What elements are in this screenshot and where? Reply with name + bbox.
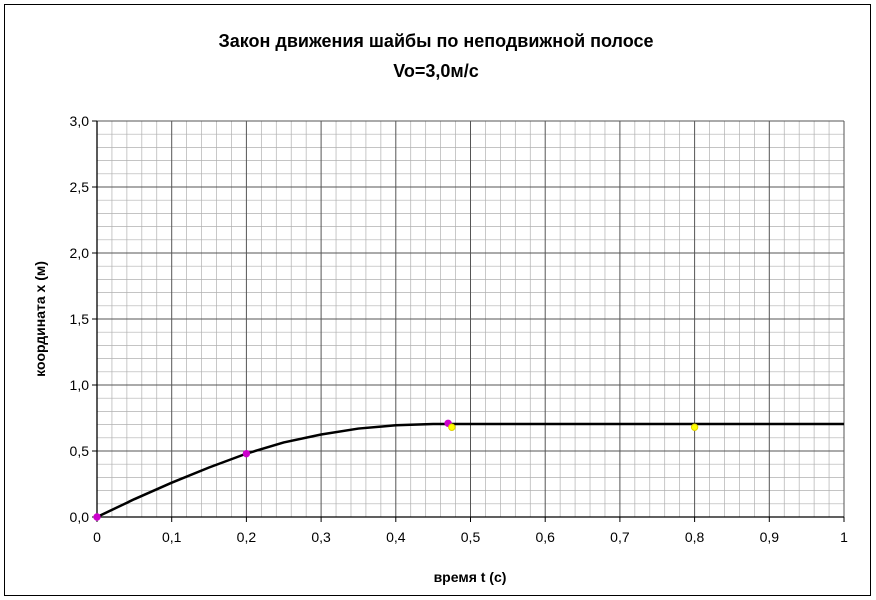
data-point-1 [242, 449, 251, 458]
chart-subtitle: Vo=3,0м/с [393, 61, 479, 81]
data-point-0 [93, 513, 101, 521]
x-tick-label: 0,8 [685, 529, 705, 545]
x-tick-label: 0,6 [535, 529, 555, 545]
y-tick-label: 2,5 [70, 179, 90, 195]
x-tick-label: 0,5 [461, 529, 481, 545]
x-tick-label: 0,2 [237, 529, 257, 545]
x-axis-label: время t (с) [434, 569, 507, 585]
chart-title: Закон движения шайбы по неподвижной поло… [218, 31, 653, 51]
y-tick-label: 2,0 [70, 245, 90, 261]
markers-layer [93, 419, 699, 521]
tick-labels: 0 0,1 0,2 0,3 0,4 0,5 0,6 0,7 0,8 0,9 1 0,0 0,5 1,0 1,… [70, 113, 849, 545]
x-tick-label: 0,4 [386, 529, 406, 545]
data-point-3 [448, 423, 456, 431]
series-line-0 [96, 422, 844, 519]
x-tick-label: 0 [93, 529, 101, 545]
x-tick-label: 1 [840, 529, 848, 545]
x-tick-label: 0,1 [162, 529, 182, 545]
y-tick-label: 3,0 [70, 113, 90, 129]
y-tick-label: 1,0 [70, 377, 90, 393]
y-tick-label: 0,0 [70, 509, 90, 525]
x-tick-label: 0,9 [760, 529, 780, 545]
series-layer [96, 422, 844, 519]
x-tick-label: 0,3 [311, 529, 331, 545]
y-tick-label: 0,5 [70, 443, 90, 459]
y-tick-label: 1,5 [70, 311, 90, 327]
x-tick-label: 0,7 [610, 529, 630, 545]
y-axis-label: координата x (м) [32, 261, 48, 377]
data-point-4 [690, 423, 699, 431]
chart-frame [4, 4, 871, 596]
